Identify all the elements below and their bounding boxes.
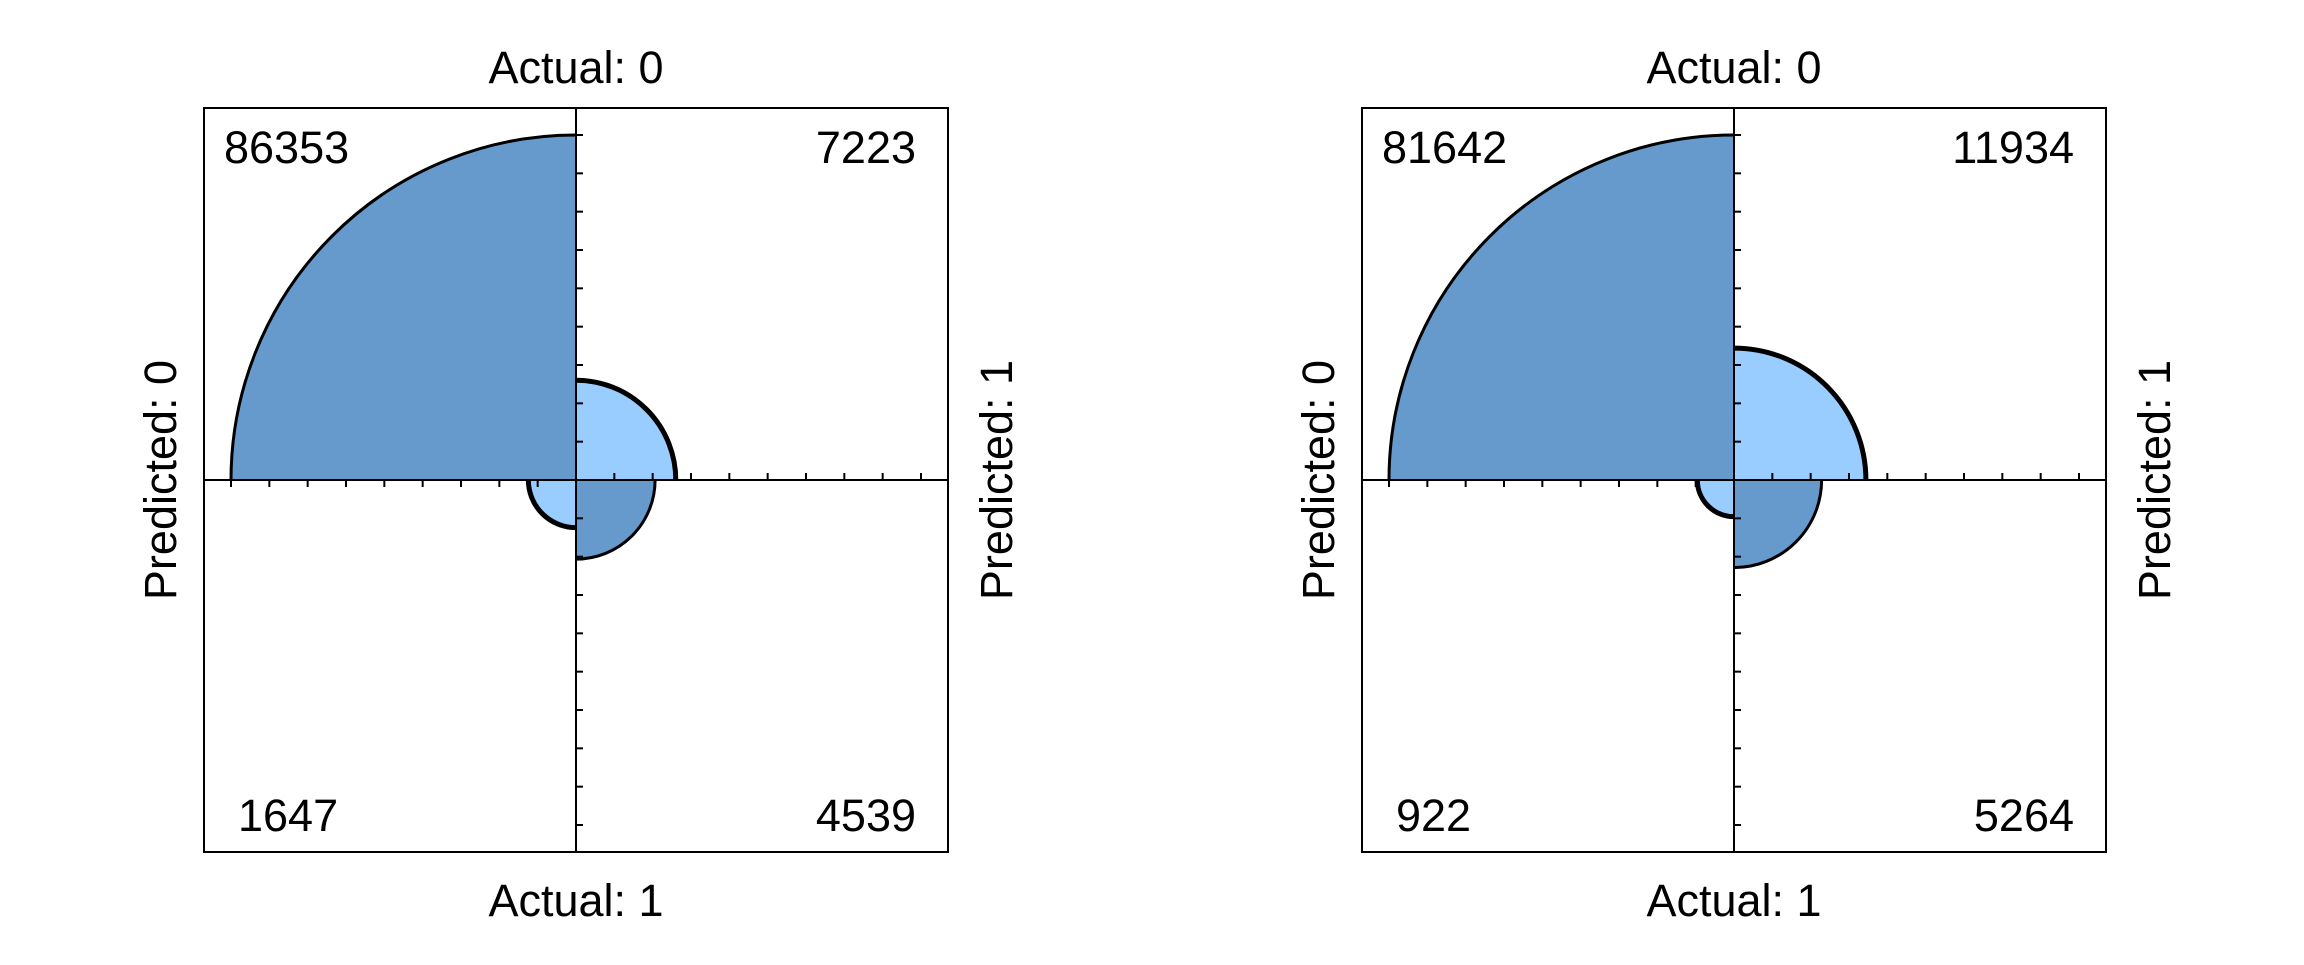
count-top-left: 86353 [224,122,349,173]
wedge-arc-bottom-left [525,479,577,531]
wedge-arc-top-left [1387,133,1735,481]
fourfold-panel-2: 81642 11934 922 5264 Actual: 0 Actual: 1 Predi… [1293,42,2180,926]
count-bottom-right: 5264 [1974,790,2074,841]
label-left: Predicted: 0 [1293,360,1344,600]
wedge-arc-top-left [229,133,577,481]
label-bottom: Actual: 1 [488,875,663,926]
label-bottom: Actual: 1 [1646,875,1821,926]
wedge-arc-bottom-right [1733,479,1824,570]
wedge-bottom-left [528,480,576,528]
wedge-arc-top-right [575,377,679,481]
wedge-top-right [576,380,676,480]
count-bottom-right: 4539 [816,790,916,841]
count-bottom-left: 922 [1396,790,1471,841]
wedge-top-left [231,135,576,480]
wedge-bottom-right [1734,480,1822,568]
fourfold-panel-1: 86353 7223 1647 4539 Actual: 0 Actual: 1 Predi… [135,42,1022,926]
count-top-right: 11934 [1952,122,2074,173]
label-left: Predicted: 0 [135,360,186,600]
wedge-arc-bottom-right [575,479,657,561]
label-right: Predicted: 1 [971,360,1022,600]
wedge-arc-bottom-left [1694,479,1735,520]
label-right: Predicted: 1 [2129,360,2180,600]
wedge-bottom-left [1697,480,1734,517]
count-top-left: 81642 [1382,122,1507,173]
wedge-top-left [1389,135,1734,480]
label-top: Actual: 0 [1646,42,1821,93]
wedge-top-right [1734,348,1866,480]
wedge-bottom-right [576,480,656,560]
label-top: Actual: 0 [488,42,663,93]
wedge-arc-top-right [1733,345,1869,481]
count-top-right: 7223 [816,122,916,173]
count-bottom-left: 1647 [238,790,338,841]
